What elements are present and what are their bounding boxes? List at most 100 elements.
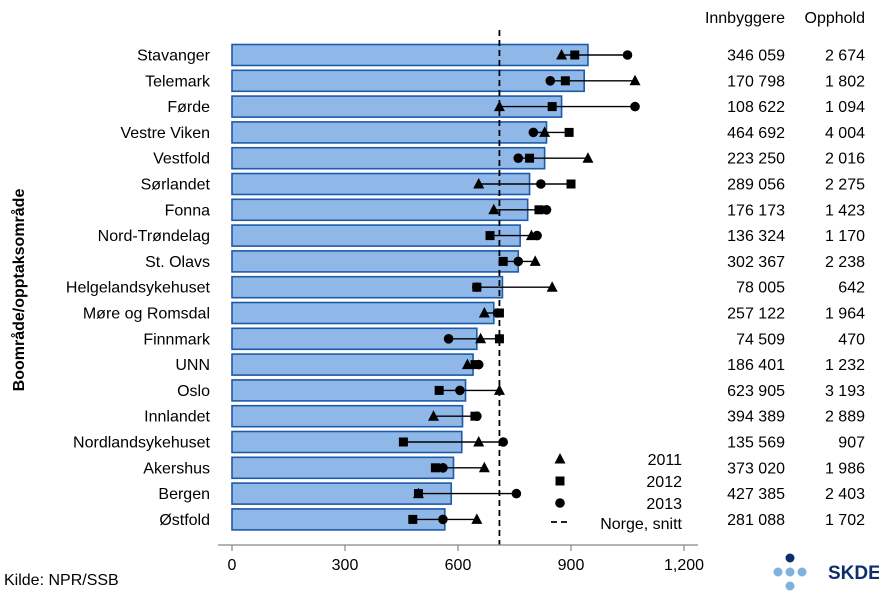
innbyggere-value: 186 401 — [727, 357, 785, 374]
marker-2012 — [413, 489, 423, 499]
innbyggere-value: 170 798 — [727, 73, 785, 90]
opphold-value: 642 — [838, 280, 865, 297]
category-label: Innlandet — [144, 409, 210, 426]
opphold-value: 2 238 — [825, 254, 865, 271]
category-label: St. Olavs — [145, 254, 210, 271]
marker-2013 — [438, 514, 448, 525]
marker-2011 — [493, 100, 505, 112]
category-label: UNN — [175, 357, 210, 374]
innbyggere-value: 223 250 — [727, 151, 785, 168]
marker-2012 — [485, 231, 495, 241]
marker-2013 — [528, 127, 539, 138]
marker-2013 — [473, 359, 484, 370]
opphold-value: 1 964 — [825, 306, 865, 323]
opphold-value: 1 702 — [825, 512, 865, 529]
marker-2012 — [525, 153, 535, 163]
bar — [231, 456, 455, 480]
category-label: Stavanger — [137, 48, 211, 65]
innbyggere-value: 289 056 — [727, 177, 785, 194]
legend-label: 2013 — [646, 496, 682, 513]
marker-2011 — [478, 307, 490, 318]
opphold-value: 1 170 — [825, 228, 865, 245]
category-label: Finnmark — [143, 331, 211, 348]
bar — [231, 275, 504, 299]
bar — [231, 301, 495, 325]
marker-2011 — [539, 126, 551, 137]
innbyggere-value: 346 059 — [727, 48, 785, 65]
category-label: Nord-Trøndelag — [98, 228, 210, 245]
category-label: Helgelandsykehuset — [66, 280, 211, 297]
marker-2013 — [513, 153, 524, 163]
marker-2011 — [471, 513, 483, 524]
marker-2011 — [629, 74, 641, 86]
opphold-value: 2 403 — [825, 486, 865, 503]
opphold-value: 1 423 — [825, 202, 865, 219]
marker-2011 — [473, 436, 485, 447]
innbyggere-value: 136 324 — [727, 228, 785, 245]
bar — [231, 250, 520, 273]
x-axis: 0 300 600 900 1,200 — [218, 544, 704, 574]
innbyggere-value: 281 088 — [727, 512, 785, 529]
marker-2011 — [529, 255, 541, 266]
innbyggere-value: 135 569 — [727, 435, 785, 452]
category-label: Vestfold — [153, 151, 210, 168]
marker-2011 — [473, 178, 485, 189]
innbyggere-value: 464 692 — [727, 125, 785, 142]
marker-2011 — [493, 384, 505, 395]
bar — [231, 379, 467, 402]
category-label: Vestre Viken — [120, 125, 210, 142]
opphold-value: 2 275 — [825, 177, 865, 194]
innbyggere-value: 78 005 — [736, 280, 785, 297]
y-axis-label: Boområde/opptaksområde — [10, 189, 28, 392]
category-labels: Stavanger Telemark Førde Vestre Viken Vestfo… — [66, 48, 211, 529]
marker-2013 — [472, 411, 482, 422]
legend-marker-2013 — [555, 498, 565, 508]
marker-2013 — [443, 334, 454, 344]
x-tick-label: 300 — [332, 557, 359, 574]
x-tick-label: 0 — [228, 557, 237, 574]
opphold-value: 1 232 — [825, 357, 865, 374]
marker-2011 — [478, 461, 490, 473]
innbyggere-header: Innbyggere — [705, 10, 785, 27]
marker-2012 — [498, 256, 508, 266]
marker-2012 — [408, 514, 418, 524]
legend: 2011 2012 2013 Norge, snitt — [551, 452, 683, 533]
x-tick-label: 1,200 — [664, 557, 704, 574]
category-label: Førde — [167, 99, 210, 116]
value-table: 346 059 2 674 170 798 1 802 108 622 1 094 464 … — [705, 10, 865, 529]
bar — [231, 353, 474, 376]
innbyggere-value: 74 509 — [736, 331, 785, 348]
bar — [231, 69, 585, 93]
marker-2012 — [494, 334, 504, 344]
marker-2012 — [398, 437, 408, 447]
marker-2013 — [513, 256, 524, 267]
opphold-value: 907 — [838, 435, 865, 452]
marker-2013 — [532, 230, 542, 241]
legend-label: 2011 — [648, 452, 683, 469]
marker-2011 — [428, 410, 440, 421]
bar — [231, 146, 546, 170]
markers — [398, 49, 641, 525]
marker-2012 — [430, 463, 440, 473]
marker-2011 — [582, 152, 594, 163]
innbyggere-value: 394 389 — [727, 409, 785, 426]
bar — [231, 404, 464, 428]
marker-2012 — [564, 127, 574, 137]
innbyggere-value: 108 622 — [727, 99, 785, 116]
marker-2013 — [545, 76, 556, 86]
opphold-value: 2 016 — [825, 151, 865, 168]
category-label: Møre og Romsdal — [83, 306, 210, 323]
marker-2011 — [556, 49, 568, 60]
marker-2013 — [455, 385, 465, 396]
category-label: Bergen — [158, 486, 210, 503]
skde-logo: SKDE — [770, 552, 879, 596]
innbyggere-value: 302 367 — [727, 254, 785, 271]
x-tick-label: 900 — [558, 557, 585, 574]
legend-label: Norge, snitt — [600, 516, 682, 533]
marker-2013 — [438, 463, 448, 473]
marker-2012 — [434, 385, 444, 395]
bar — [231, 224, 521, 247]
opphold-value: 470 — [838, 331, 865, 348]
innbyggere-value: 257 122 — [727, 306, 785, 323]
opphold-value: 2 889 — [825, 409, 865, 426]
